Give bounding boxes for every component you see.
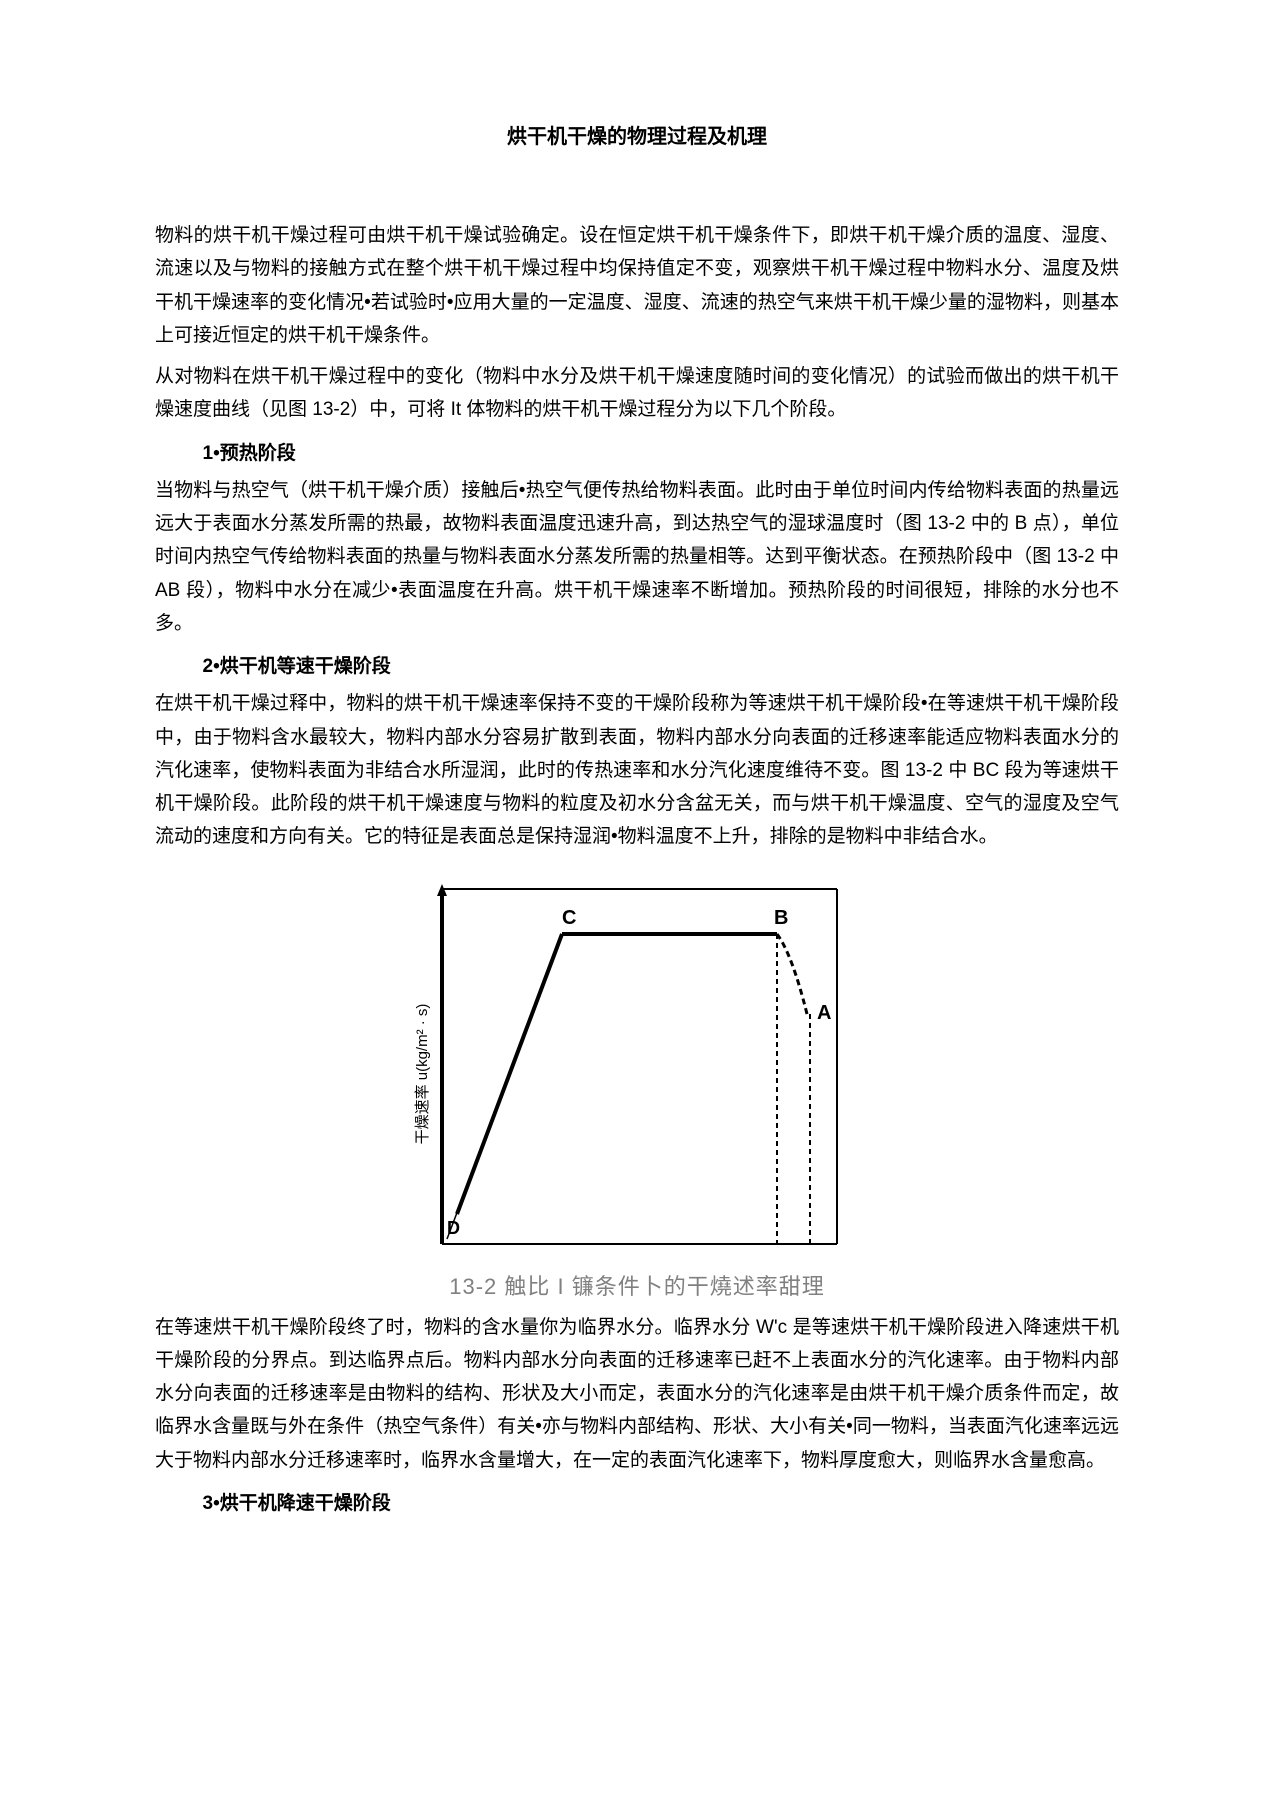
section-3-heading: 3•烘干机降速干燥阶段 <box>155 1487 1119 1520</box>
figure-13-2: C B A D 干燥速率 u(kg/m² · s) 13-2 触比 I 镰条件卜… <box>155 874 1119 1301</box>
chart-line-thin <box>447 949 557 1239</box>
intro-paragraph-2: 从对物料在烘干机干燥过程中的变化（物料中水分及烘干机干燥速度随时间的变化情况）的… <box>155 360 1119 427</box>
drying-rate-chart: C B A D 干燥速率 u(kg/m² · s) <box>412 874 862 1264</box>
section-1-heading: 1•预热阶段 <box>155 437 1119 470</box>
chart-y-label: 干燥速率 u(kg/m² · s) <box>414 1003 431 1144</box>
chart-line-ba <box>777 934 807 1014</box>
figure-caption: 13-2 触比 I 镰条件卜的干燒述率甜理 <box>155 1269 1119 1301</box>
document-title: 烘干机干燥的物理过程及机理 <box>155 120 1119 149</box>
chart-label-b: B <box>774 907 788 929</box>
after-figure-paragraph: 在等速烘干机干燥阶段终了时，物料的含水量你为临界水分。临界水分 W'c 是等速烘… <box>155 1311 1119 1477</box>
chart-label-c: C <box>562 907 576 929</box>
chart-label-a: A <box>817 1002 831 1024</box>
section-1-body: 当物料与热空气（烘干机干燥介质）接触后•热空气便传热给物料表面。此时由于单位时间… <box>155 474 1119 640</box>
section-2-heading: 2•烘干机等速干燥阶段 <box>155 650 1119 683</box>
section-2-body: 在烘干机干燥过释中，物料的烘干机干燥速率保持不变的干燥阶段称为等速烘干机干燥阶段… <box>155 687 1119 853</box>
intro-paragraph-1: 物料的烘干机干燥过程可由烘干机干燥试验确定。设在恒定烘干机干燥条件下，即烘干机干… <box>155 219 1119 352</box>
chart-label-d: D <box>447 1218 460 1238</box>
